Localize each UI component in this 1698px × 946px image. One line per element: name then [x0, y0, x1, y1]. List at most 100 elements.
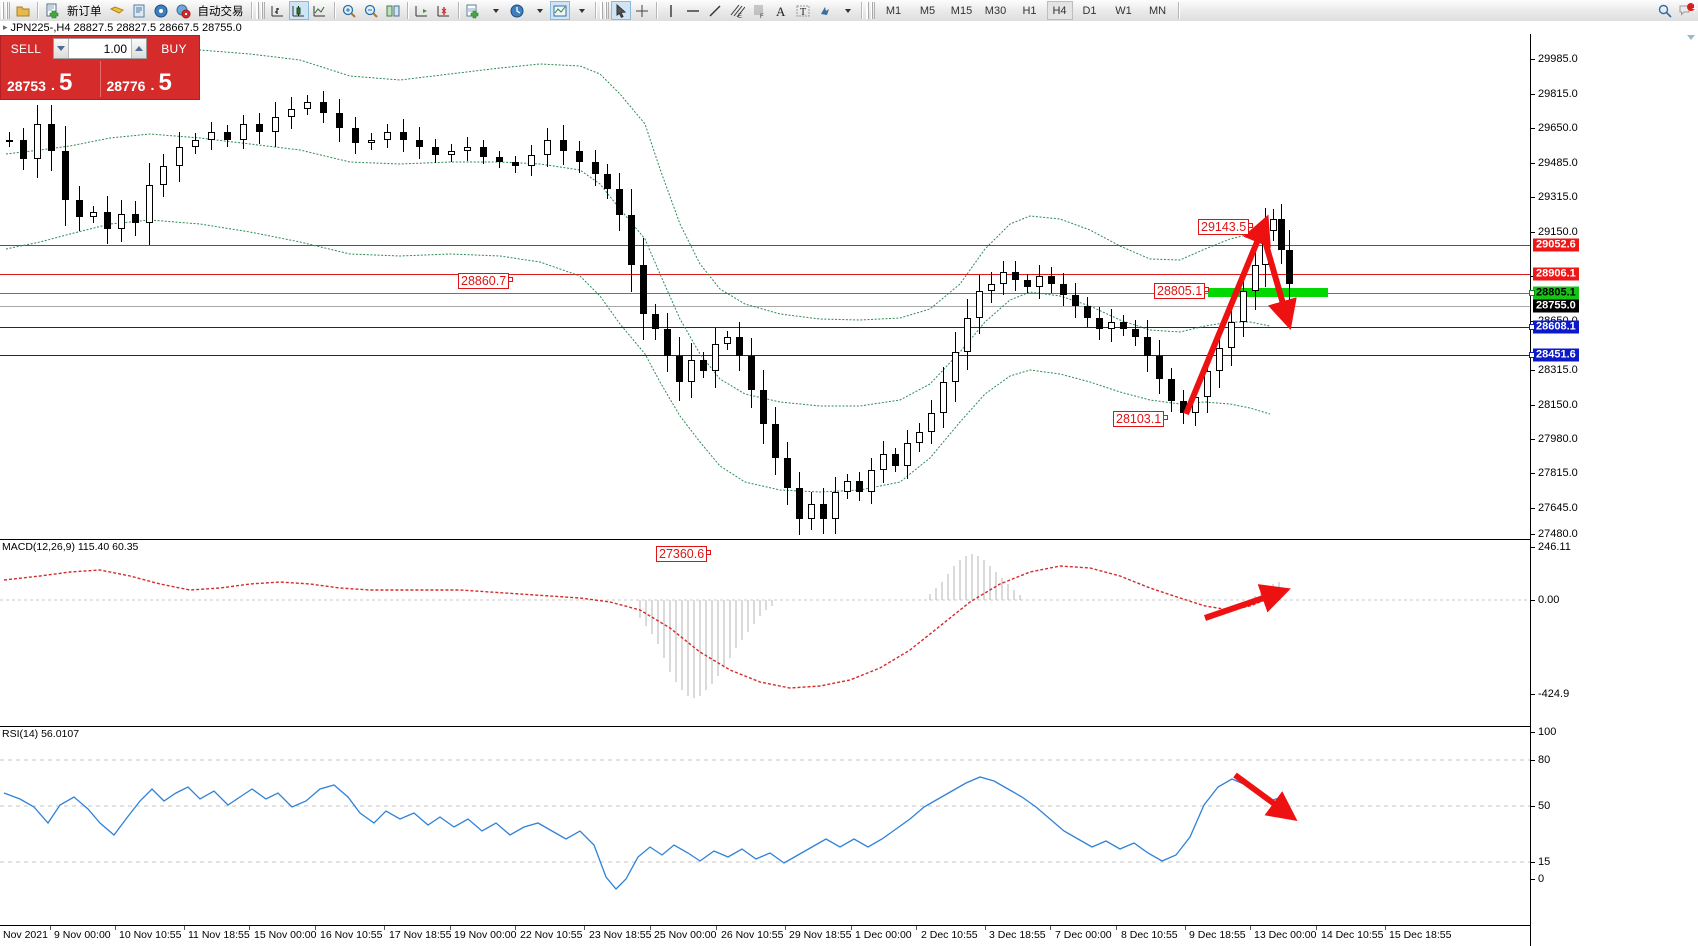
line-chart-icon[interactable]: [309, 1, 331, 20]
timeframe-m5[interactable]: M5: [919, 4, 936, 17]
text-label-icon[interactable]: T: [792, 1, 814, 20]
buy-price[interactable]: 28776 . 5: [99, 61, 200, 97]
new-order-label[interactable]: 新订单: [67, 5, 102, 18]
price-level-label-blu[interactable]: 28608.1: [1533, 320, 1579, 334]
equidistant-channel-icon[interactable]: E: [726, 1, 748, 20]
price-level-label-grn[interactable]: 28805.1: [1533, 286, 1579, 300]
auto-scroll-icon[interactable]: [433, 1, 455, 20]
candlestick-chart-icon[interactable]: [288, 1, 309, 20]
level-line-red[interactable]: [0, 274, 1530, 275]
time-axis[interactable]: Nov 2021 9 Nov 00:00 10 Nov 10:55 11 Nov 18…: [0, 926, 1530, 946]
toolbar-grip-3[interactable]: [599, 2, 609, 19]
arrows-dropdown-caret[interactable]: [836, 1, 858, 20]
zoom-out-icon[interactable]: [360, 1, 382, 20]
chart-annotation[interactable]: 28805.1: [1154, 283, 1210, 299]
macd-pane[interactable]: MACD(12,26,9) 115.40 60.35: [0, 540, 1530, 727]
new-order-icon[interactable]: [41, 1, 63, 20]
zoom-in-icon[interactable]: [338, 1, 360, 20]
level-drag-handle[interactable]: [1529, 352, 1535, 358]
timeframe-m30[interactable]: M30: [984, 4, 1007, 17]
indicator-tick: [1531, 806, 1535, 807]
crosshair-icon[interactable]: [631, 1, 653, 20]
candle-body: [664, 329, 671, 356]
chart-annotation[interactable]: 29143.5: [1198, 219, 1254, 235]
annotation-anchor[interactable]: [1204, 287, 1210, 292]
chart-annotation[interactable]: 28860.7: [458, 273, 514, 289]
candle-body: [772, 424, 779, 459]
price-level-label-red[interactable]: 29052.6: [1533, 238, 1579, 252]
chart-shift-icon[interactable]: [411, 1, 433, 20]
timeframe-m1[interactable]: M1: [885, 4, 902, 17]
time-axis-label: 7 Dec 00:00: [1055, 929, 1112, 941]
timeframe-h4[interactable]: H4: [1046, 1, 1073, 20]
annotation-anchor[interactable]: [1248, 223, 1254, 228]
time-axis-label: 8 Dec 10:55: [1121, 929, 1178, 941]
volume-decrement-button[interactable]: [54, 39, 69, 58]
price-scale[interactable]: 29985.0 29815.0 29650.0 29485.0 29315.0 29150…: [1529, 34, 1698, 946]
timeframe-h1[interactable]: H1: [1022, 4, 1037, 17]
timeframe-m15[interactable]: M15: [950, 4, 973, 17]
annotation-anchor[interactable]: [1163, 415, 1169, 420]
toolbar-grip-4[interactable]: [865, 2, 875, 19]
templates-icon[interactable]: [549, 1, 570, 20]
autotrading-icon[interactable]: [172, 1, 194, 20]
level-line-gry[interactable]: [0, 306, 1530, 307]
level-line-red[interactable]: [0, 245, 1530, 246]
price-tick: [1531, 128, 1535, 129]
fibonacci-icon[interactable]: F: [748, 1, 770, 20]
autotrading-label[interactable]: 自动交易: [197, 5, 244, 18]
one-click-trading-panel[interactable]: SELL 1.00 BUY 28753 . 5 28776 . 5: [0, 35, 200, 100]
annotation-anchor[interactable]: [508, 277, 514, 282]
indicator-dropdown-caret[interactable]: [484, 1, 506, 20]
text-icon[interactable]: A: [770, 1, 792, 20]
sell-price[interactable]: 28753 . 5: [1, 61, 100, 97]
scroll-hint-icon[interactable]: [1686, 34, 1696, 41]
arrows-icon[interactable]: [814, 1, 836, 20]
level-line-grn[interactable]: [0, 293, 1530, 294]
level-line-blu[interactable]: [0, 327, 1530, 328]
sell-button[interactable]: SELL: [10, 41, 42, 56]
horizontal-line-icon[interactable]: [682, 1, 704, 20]
level-drag-handle[interactable]: [1529, 290, 1535, 296]
navigator-icon[interactable]: [150, 1, 172, 20]
add-indicator-icon[interactable]: [462, 1, 484, 20]
toolbar-grip-2[interactable]: [255, 2, 265, 19]
open-icon[interactable]: [12, 1, 34, 20]
chart-container[interactable]: 29143.5 28860.7 28805.1 28103.1 27360.6 MACD…: [0, 34, 1698, 946]
search-icon[interactable]: [1654, 1, 1676, 20]
rsi-pane[interactable]: RSI(14) 56.0107: [0, 727, 1530, 926]
volume-input[interactable]: 1.00: [103, 41, 127, 56]
period-dropdown-caret[interactable]: [528, 1, 550, 20]
annotation-anchor[interactable]: [706, 550, 712, 555]
volume-increment-button[interactable]: [131, 39, 146, 58]
price-level-label-red[interactable]: 28906.1: [1533, 267, 1579, 281]
toolbar-grip[interactable]: [1, 2, 10, 19]
buy-button[interactable]: BUY: [161, 41, 187, 56]
timeframe-d1[interactable]: D1: [1082, 4, 1097, 17]
price-pane[interactable]: 29143.5 28860.7 28805.1 28103.1 27360.6: [0, 34, 1530, 562]
cursor-icon[interactable]: [610, 1, 631, 20]
chart-annotation[interactable]: 28103.1: [1113, 411, 1169, 427]
candle-body: [1048, 276, 1055, 284]
bar-chart-icon[interactable]: [267, 1, 289, 20]
price-level-label-blu[interactable]: 28451.6: [1533, 348, 1579, 362]
bag-icon[interactable]: [106, 1, 128, 20]
tile-windows-icon[interactable]: [382, 1, 404, 20]
candle-body: [1084, 306, 1091, 318]
level-drag-handle[interactable]: [1529, 324, 1535, 330]
level-line-blu[interactable]: [0, 355, 1530, 356]
templates-dropdown-caret[interactable]: [570, 1, 592, 20]
volume-stepper[interactable]: 1.00: [53, 38, 147, 59]
notification-icon[interactable]: 1: [1676, 1, 1698, 20]
chart-annotation[interactable]: 27360.6: [656, 546, 712, 562]
timeframe-w1[interactable]: W1: [1115, 4, 1132, 17]
market-watch-icon[interactable]: [128, 1, 150, 20]
trendline-icon[interactable]: [704, 1, 726, 20]
time-axis-label: 13 Dec 00:00: [1254, 929, 1317, 941]
vertical-line-icon[interactable]: [660, 1, 682, 20]
chart-plot-area[interactable]: 29143.5 28860.7 28805.1 28103.1 27360.6 MACD…: [0, 34, 1530, 946]
collapse-arrow-icon[interactable]: ▸: [3, 22, 8, 32]
timeframe-mn[interactable]: MN: [1148, 4, 1167, 17]
period-clock-icon[interactable]: [506, 1, 528, 20]
price-level-label-blk[interactable]: 28755.0: [1533, 299, 1579, 313]
